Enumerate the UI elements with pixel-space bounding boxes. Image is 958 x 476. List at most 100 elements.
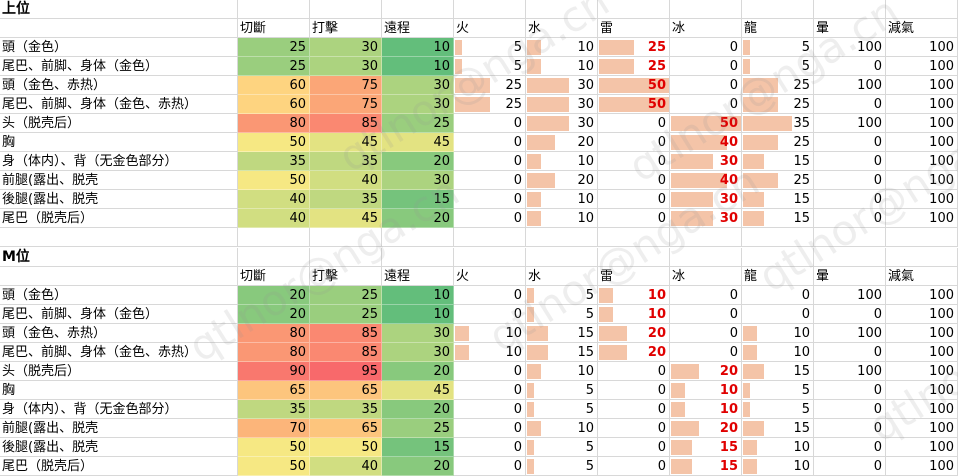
value-cell[interactable]: 20 (238, 305, 310, 324)
column-header[interactable]: 水 (526, 19, 598, 38)
part-name-cell[interactable]: 身（体内）、背（无金色部分） (0, 152, 238, 171)
value-cell[interactable]: 0 (814, 209, 886, 228)
value-cell[interactable]: 30 (526, 114, 598, 133)
column-header[interactable]: 龍 (742, 19, 814, 38)
value-cell[interactable]: 0 (814, 419, 886, 438)
value-cell[interactable]: 10 (526, 362, 598, 381)
value-cell[interactable]: 15 (382, 190, 454, 209)
value-cell[interactable]: 15 (742, 190, 814, 209)
value-cell[interactable]: 0 (814, 133, 886, 152)
part-name-cell[interactable]: 頭（金色） (0, 38, 238, 57)
value-cell[interactable]: 25 (310, 305, 382, 324)
value-cell[interactable]: 0 (598, 400, 670, 419)
column-header[interactable]: 減氣 (886, 267, 958, 286)
value-cell[interactable]: 5 (742, 38, 814, 57)
value-cell[interactable]: 0 (598, 381, 670, 400)
value-cell[interactable]: 30 (310, 57, 382, 76)
empty-cell[interactable] (0, 228, 238, 247)
value-cell[interactable]: 5 (742, 381, 814, 400)
value-cell[interactable]: 20 (670, 419, 742, 438)
value-cell[interactable]: 35 (742, 114, 814, 133)
value-cell[interactable]: 5 (742, 400, 814, 419)
value-cell[interactable]: 10 (598, 286, 670, 305)
value-cell[interactable]: 0 (454, 305, 526, 324)
header-blank-cell[interactable] (0, 19, 238, 38)
value-cell[interactable]: 90 (238, 362, 310, 381)
value-cell[interactable]: 10 (454, 324, 526, 343)
column-header[interactable]: 冰 (670, 19, 742, 38)
empty-cell[interactable] (742, 248, 814, 267)
value-cell[interactable]: 0 (814, 381, 886, 400)
value-cell[interactable]: 25 (742, 95, 814, 114)
value-cell[interactable]: 0 (454, 457, 526, 476)
value-cell[interactable]: 100 (886, 438, 958, 457)
value-cell[interactable]: 25 (238, 38, 310, 57)
empty-cell[interactable] (526, 0, 598, 19)
column-header[interactable]: 遠程 (382, 267, 454, 286)
column-header[interactable]: 火 (454, 19, 526, 38)
value-cell[interactable]: 0 (454, 419, 526, 438)
part-name-cell[interactable]: 尾巴、前脚、身体（金色、赤热） (0, 343, 238, 362)
empty-cell[interactable] (526, 248, 598, 267)
value-cell[interactable]: 0 (454, 152, 526, 171)
part-name-cell[interactable]: 身（体内）、背（无金色部分） (0, 400, 238, 419)
empty-cell[interactable] (382, 228, 454, 247)
value-cell[interactable]: 35 (310, 400, 382, 419)
column-header[interactable]: 切斷 (238, 267, 310, 286)
value-cell[interactable]: 80 (238, 343, 310, 362)
column-header[interactable]: 減氣 (886, 19, 958, 38)
value-cell[interactable]: 0 (598, 152, 670, 171)
empty-cell[interactable] (886, 0, 958, 19)
part-name-cell[interactable]: 頭（金色、赤热） (0, 76, 238, 95)
value-cell[interactable]: 50 (238, 457, 310, 476)
value-cell[interactable]: 100 (886, 38, 958, 57)
value-cell[interactable]: 95 (310, 362, 382, 381)
value-cell[interactable]: 100 (886, 324, 958, 343)
value-cell[interactable]: 10 (526, 190, 598, 209)
part-name-cell[interactable]: 头（脱壳后） (0, 114, 238, 133)
value-cell[interactable]: 15 (526, 324, 598, 343)
value-cell[interactable]: 5 (454, 57, 526, 76)
value-cell[interactable]: 0 (814, 305, 886, 324)
value-cell[interactable]: 0 (454, 438, 526, 457)
empty-cell[interactable] (382, 0, 454, 19)
value-cell[interactable]: 0 (598, 457, 670, 476)
value-cell[interactable]: 0 (814, 457, 886, 476)
value-cell[interactable]: 0 (454, 400, 526, 419)
value-cell[interactable]: 10 (382, 38, 454, 57)
value-cell[interactable]: 35 (238, 152, 310, 171)
empty-cell[interactable] (454, 228, 526, 247)
header-blank-cell[interactable] (0, 267, 238, 286)
value-cell[interactable]: 20 (526, 133, 598, 152)
empty-cell[interactable] (814, 0, 886, 19)
value-cell[interactable]: 0 (670, 76, 742, 95)
column-header[interactable]: 打擊 (310, 267, 382, 286)
value-cell[interactable]: 100 (886, 57, 958, 76)
part-name-cell[interactable]: 前腿(露出、脱壳 (0, 419, 238, 438)
value-cell[interactable]: 80 (238, 114, 310, 133)
empty-cell[interactable] (238, 248, 310, 267)
value-cell[interactable]: 85 (310, 343, 382, 362)
empty-cell[interactable] (310, 228, 382, 247)
value-cell[interactable]: 0 (598, 362, 670, 381)
value-cell[interactable]: 100 (814, 76, 886, 95)
value-cell[interactable]: 65 (310, 381, 382, 400)
value-cell[interactable]: 10 (742, 324, 814, 343)
value-cell[interactable]: 15 (742, 209, 814, 228)
value-cell[interactable]: 20 (670, 362, 742, 381)
empty-cell[interactable] (814, 228, 886, 247)
value-cell[interactable]: 0 (670, 57, 742, 76)
empty-cell[interactable] (454, 248, 526, 267)
empty-cell[interactable] (814, 248, 886, 267)
value-cell[interactable]: 100 (814, 324, 886, 343)
value-cell[interactable]: 0 (598, 438, 670, 457)
value-cell[interactable]: 15 (670, 457, 742, 476)
value-cell[interactable]: 0 (742, 286, 814, 305)
value-cell[interactable]: 100 (886, 457, 958, 476)
value-cell[interactable]: 0 (742, 305, 814, 324)
value-cell[interactable]: 5 (526, 305, 598, 324)
empty-cell[interactable] (598, 228, 670, 247)
value-cell[interactable]: 45 (310, 209, 382, 228)
column-header[interactable]: 龍 (742, 267, 814, 286)
value-cell[interactable]: 40 (310, 171, 382, 190)
